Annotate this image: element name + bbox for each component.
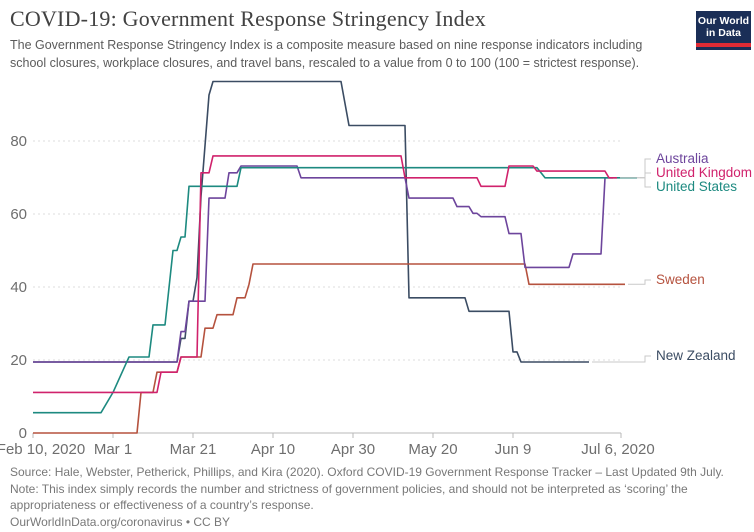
owid-link-license[interactable]: OurWorldInData.org/coronavirus • CC BY (10, 514, 231, 529)
x-tick-label: Apr 10 (251, 441, 295, 458)
legend-label-united-kingdom[interactable]: United Kingdom (656, 165, 752, 180)
x-tick-label: Jun 9 (495, 441, 532, 458)
legend-connector (616, 158, 651, 179)
owid-logo-line-2: in Data (705, 27, 741, 39)
y-tick-label-60: 60 (10, 206, 27, 223)
x-tick-label: Feb 10, 2020 (0, 441, 85, 458)
legend-label-sweden[interactable]: Sweden (656, 272, 705, 287)
y-tick-label-80: 80 (10, 133, 27, 150)
owid-logo-text: Our World in Data (696, 11, 751, 43)
owid-logo-line-1: Our World (697, 14, 750, 27)
legend-connector (620, 172, 651, 179)
legend-label-new-zealand[interactable]: New Zealand (656, 348, 736, 363)
source-note: Source: Hale, Webster, Petherick, Philli… (10, 465, 724, 479)
series-line-united-kingdom (33, 155, 617, 394)
subtitle-line-1: The Government Response Stringency Index… (10, 38, 643, 52)
chart-footer: Source: Hale, Webster, Petherick, Philli… (10, 464, 724, 530)
owid-logo: Our World in Data (696, 11, 751, 50)
x-tick-label: Jul 6, 2020 (581, 441, 654, 458)
y-tick-label-20: 20 (10, 352, 27, 369)
x-tick-label: Apr 30 (331, 441, 375, 458)
chart-canvas: 0 20 40 60 80 Feb 10, 2020 Mar 1 Mar 21 Apr 10 Ap… (0, 80, 752, 458)
legend-connector (592, 355, 651, 363)
legend-connector (628, 279, 651, 285)
chart-subtitle: The Government Response Stringency Index… (10, 37, 642, 73)
series-line-australia (33, 165, 613, 363)
x-tick-label: May 20 (408, 441, 457, 458)
legend-label-australia[interactable]: Australia (656, 151, 709, 166)
subtitle-line-2: school closures, workplace closures, and… (10, 55, 640, 70)
x-tick-label: Mar 1 (94, 441, 132, 458)
page-title: COVID-19: Government Response Stringency… (10, 6, 487, 31)
series-line-sweden (33, 263, 625, 434)
y-tick-label-40: 40 (10, 279, 27, 296)
owid-logo-red-stripe (696, 43, 751, 47)
note-line-2: appropriateness or effectiveness of a co… (10, 498, 314, 513)
note-line-1: Note: This index simply records the numb… (10, 481, 688, 496)
legend-connector (640, 177, 651, 188)
series-line-united-states (33, 166, 637, 414)
y-tick-label-0: 0 (19, 425, 27, 442)
legend-label-united-states[interactable]: United States (656, 179, 737, 194)
stringency-line-chart: 0 20 40 60 80 Feb 10, 2020 Mar 1 Mar 21 Apr 10 Ap… (0, 66, 754, 462)
x-tick-label: Mar 21 (170, 441, 217, 458)
